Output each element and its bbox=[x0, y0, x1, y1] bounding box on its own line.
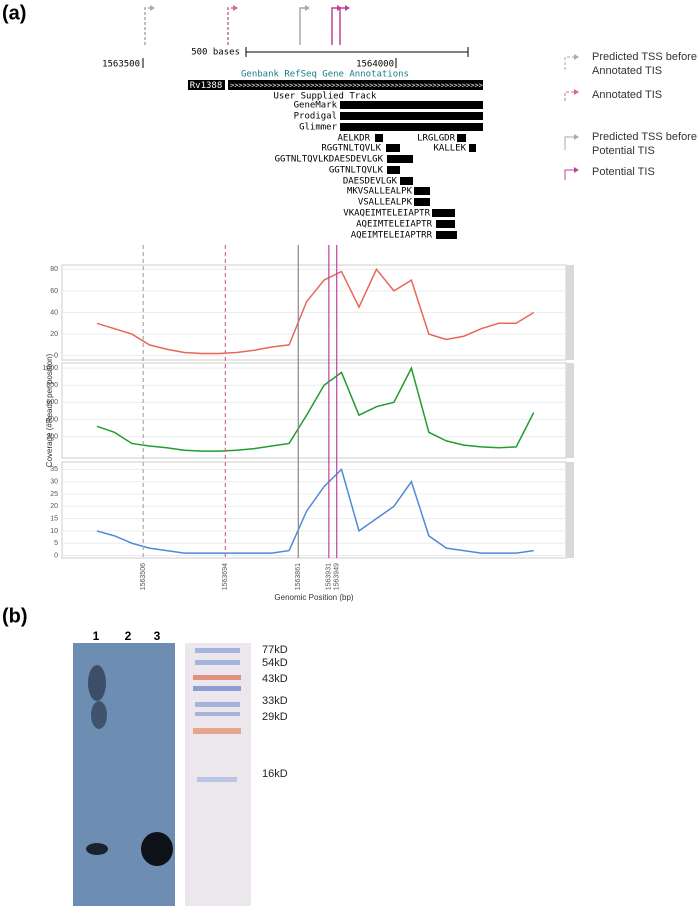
peptide-label: LRGLGDR bbox=[417, 134, 456, 144]
peptide-label: KALLEK bbox=[433, 144, 466, 154]
y-tick-label: 0 bbox=[54, 552, 58, 559]
lane-label: 3 bbox=[154, 629, 161, 643]
scale-label: 500 bases bbox=[191, 48, 240, 58]
x-tick-label: 1563931 bbox=[326, 563, 333, 590]
peptide-bar bbox=[436, 220, 455, 228]
peptide-label: GGTNLTQVLKDAESDEVLGK bbox=[275, 155, 384, 165]
y-tick-label: 20 bbox=[50, 503, 58, 510]
peptide-label: MKVSALLEALPK bbox=[347, 187, 413, 197]
marker-label: 33kD bbox=[262, 695, 288, 707]
y-tick-label: 20 bbox=[50, 331, 58, 338]
peptide-bar bbox=[375, 134, 383, 142]
peptide-label: AELKDR bbox=[337, 134, 370, 144]
y-tick-label: 5 bbox=[54, 540, 58, 547]
ladder-bands bbox=[193, 648, 241, 782]
y-tick-label: 400 bbox=[46, 416, 58, 423]
tss-arrows bbox=[144, 5, 350, 45]
peptide-bar bbox=[400, 177, 413, 185]
position-label: 1563500 bbox=[102, 60, 140, 70]
blot-band bbox=[86, 843, 108, 855]
marker-label: 43kD bbox=[262, 673, 288, 685]
peptide-label: AQEIMTELEIAPTR bbox=[356, 220, 432, 230]
x-tick-label: 1563506 bbox=[140, 563, 147, 590]
gene-bar bbox=[228, 80, 483, 90]
plot-area bbox=[61, 362, 567, 459]
peptide-bar bbox=[414, 198, 430, 206]
peptide-label: VSALLEALPK bbox=[358, 198, 413, 208]
peptide-label: RGGTNLTQVLK bbox=[321, 144, 381, 154]
position-label: 1564000 bbox=[356, 60, 394, 70]
predictor-label: Glimmer bbox=[299, 123, 338, 133]
peptide-bar bbox=[432, 209, 455, 217]
y-tick-label: 1000 bbox=[42, 365, 58, 372]
panel-label: (b) bbox=[2, 605, 28, 627]
x-axis-title: Genomic Position (bp) bbox=[274, 593, 353, 602]
y-tick-label: 600 bbox=[46, 399, 58, 406]
ladder-membrane bbox=[185, 643, 251, 906]
y-tick-label: 25 bbox=[50, 491, 58, 498]
blot-band bbox=[88, 665, 106, 701]
predictor-bar bbox=[340, 101, 483, 109]
peptide-label: AQEIMTELEIAPTRR bbox=[351, 231, 433, 241]
gene-label-box bbox=[188, 80, 225, 90]
marker-label: 29kD bbox=[262, 711, 288, 723]
lane-label: 1 bbox=[93, 629, 100, 643]
coverage-line bbox=[96, 467, 534, 554]
blot-band bbox=[91, 701, 107, 729]
x-tick-label: 1563694 bbox=[222, 563, 229, 590]
marker-label: 54kD bbox=[262, 657, 288, 669]
peptide-bar bbox=[386, 144, 400, 152]
y-tick-label: 10 bbox=[50, 528, 58, 535]
coverage-line bbox=[96, 366, 535, 452]
marker-label: 16kD bbox=[262, 768, 288, 780]
peptide-bar bbox=[436, 231, 457, 239]
legend-label: Potential TIS bbox=[592, 145, 655, 157]
coverage-line bbox=[96, 267, 535, 355]
predictor-label: Prodigal bbox=[294, 112, 337, 122]
legend-label: Predicted TSS before bbox=[592, 131, 697, 143]
scale-bar bbox=[142, 47, 469, 68]
peptide-bar bbox=[414, 187, 430, 195]
user-track: User Supplied Track bbox=[274, 92, 378, 102]
facet-strip bbox=[566, 462, 574, 558]
lane-label: 2 bbox=[125, 629, 132, 643]
peptide-bar bbox=[469, 144, 476, 152]
legend-label: Predicted TSS before bbox=[592, 51, 697, 63]
y-tick-label: 35 bbox=[50, 466, 58, 473]
peptide-bar bbox=[387, 155, 413, 163]
y-tick-label: 15 bbox=[50, 515, 58, 522]
facet-strip bbox=[566, 363, 574, 458]
y-tick-label: 30 bbox=[50, 479, 58, 486]
gene-strand: >>>>>>>>>>>>>>>>>>>>>>>>>>>>>>>>>>>>>>>>… bbox=[230, 82, 483, 90]
peptide-bar bbox=[387, 166, 400, 174]
peptide-label: DAESDEVLGK bbox=[343, 177, 398, 187]
y-tick-label: 0 bbox=[54, 353, 58, 360]
peptide-bar bbox=[457, 134, 466, 142]
gene-label: Rv1388 bbox=[190, 81, 223, 91]
x-tick-label: 1563861 bbox=[295, 563, 302, 590]
legend-label: Annotated TIS bbox=[592, 65, 662, 77]
y-tick-label: 200 bbox=[46, 433, 58, 440]
legend bbox=[564, 54, 579, 180]
peptide-label: VKAQEIMTELEIAPTR bbox=[343, 209, 430, 219]
y-tick-label: 800 bbox=[46, 382, 58, 389]
legend-label: Annotated TIS bbox=[592, 89, 662, 101]
marker-label: 77kD bbox=[262, 644, 288, 656]
legend-label: Potential TIS bbox=[592, 166, 655, 178]
plot-area bbox=[61, 461, 567, 559]
track-title: Genbank RefSeq Gene Annotations bbox=[241, 70, 409, 80]
y-tick-label: 60 bbox=[50, 288, 58, 295]
panel-label: (a) bbox=[2, 2, 26, 24]
x-tick-label: 1563949 bbox=[334, 563, 341, 590]
predictor-label: GeneMark bbox=[294, 101, 338, 111]
peptide-label: GGTNLTQVLK bbox=[329, 166, 384, 176]
y-tick-label: 80 bbox=[50, 266, 58, 273]
y-tick-label: 40 bbox=[50, 309, 58, 316]
facet-strip bbox=[566, 265, 574, 360]
y-axis-title: Coverage (#Reads per position) bbox=[45, 353, 54, 467]
predictor-bar bbox=[340, 112, 483, 120]
predictor-bar bbox=[340, 123, 483, 131]
blot-band bbox=[141, 832, 173, 866]
